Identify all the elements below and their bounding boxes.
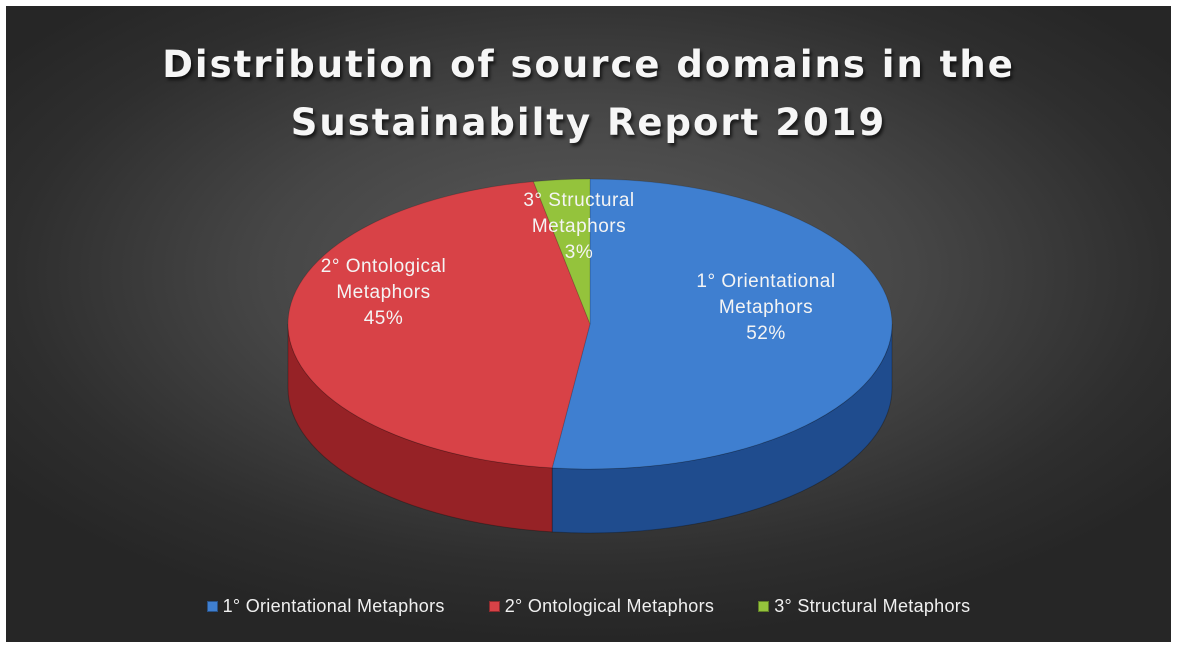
legend-swatch-orientational (206, 600, 218, 612)
chart-frame: Distribution of source domains in the Su… (6, 6, 1171, 642)
data-label-ontological-line-2: Metaphors (336, 282, 431, 303)
data-label-orientational-line-2: Metaphors (718, 297, 814, 318)
pie-chart (287, 178, 893, 534)
chart-title: Distribution of source domains in the Su… (6, 36, 1171, 152)
data-label-ontological: 2° Ontological Metaphors 45% (296, 254, 471, 332)
legend-item-orientational: 1° Orientational Metaphors (206, 595, 445, 617)
data-label-orientational-line-1: 1° Orientational (696, 271, 836, 292)
pie-slice-structural (532, 178, 591, 325)
data-label-structural-line-2: Metaphors (531, 216, 627, 237)
data-label-ontological-percent: 45% (363, 308, 404, 329)
legend-item-structural: 3° Structural Metaphors (758, 596, 970, 617)
chart-title-line-1: Distribution of source domains in the (162, 43, 1015, 86)
legend-swatch-ontological (488, 600, 500, 612)
chart-title-line-2: Sustainabilty Report 2019 (290, 101, 887, 144)
legend-item-ontological: 2° Ontological Metaphors (488, 595, 715, 617)
data-label-structural-line-1: 3° Structural (523, 190, 635, 211)
data-label-structural-percent: 3% (564, 242, 594, 263)
data-label-orientational: 1° Orientational Metaphors 52% (671, 269, 861, 347)
data-label-ontological-line-1: 2° Ontological (320, 256, 447, 277)
pie-slice-ontological (287, 181, 591, 469)
legend-label-ontological: 2° Ontological Metaphors (504, 595, 715, 616)
pie-slice-orientational (551, 178, 893, 470)
data-label-orientational-percent: 52% (746, 323, 786, 344)
chart-legend: 1° Orientational Metaphors 2° Ontologica… (6, 593, 1171, 619)
data-label-structural: 3° Structural Metaphors 3% (499, 188, 659, 266)
legend-label-orientational: 1° Orientational Metaphors (222, 595, 445, 616)
pie-side-orientational (551, 323, 893, 534)
legend-label-structural: 3° Structural Metaphors (774, 595, 971, 616)
legend-swatch-structural (758, 600, 770, 612)
